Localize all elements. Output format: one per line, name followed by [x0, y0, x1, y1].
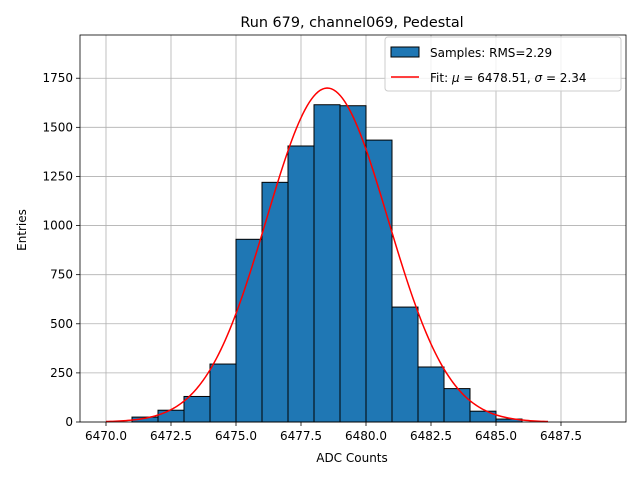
histogram-bar [443, 388, 471, 423]
histogram-bar [313, 104, 341, 423]
chart-title: Run 679, channel069, Pedestal [240, 15, 463, 31]
histogram-bar [287, 145, 315, 423]
y-tick-label: 0 [65, 415, 73, 429]
fit-curve-layer [105, 87, 549, 423]
y-tick-label: 250 [50, 366, 73, 380]
x-tick-label: 6487.5 [540, 429, 582, 443]
legend: Samples: RMS=2.29 Fit: μ = 6478.51, σ = … [384, 36, 622, 92]
x-tick-label: 6482.5 [410, 429, 452, 443]
legend-histogram-swatch [390, 46, 420, 58]
histogram-bar [183, 395, 211, 423]
x-axis-label: ADC Counts [316, 451, 388, 465]
y-tick-label: 1750 [42, 71, 73, 85]
y-tick-label: 1250 [42, 169, 73, 183]
legend-fit-sigma-symbol: σ [535, 71, 543, 85]
histogram-bar [261, 181, 289, 423]
y-tick-label: 1500 [42, 120, 73, 134]
legend-fit-mu-symbol: μ [451, 71, 460, 85]
x-tick-label: 6475.0 [215, 429, 257, 443]
histogram-bar [391, 306, 419, 423]
histogram-bar [339, 105, 367, 423]
x-tick-label: 6480.0 [345, 429, 387, 443]
x-tick-label: 6485.0 [475, 429, 517, 443]
axes-frame [79, 34, 627, 423]
x-axis-ticks: 6470.0 6472.5 6475.0 6477.5 6480.0 6482.5 6485… [85, 422, 582, 443]
legend-fit-sigma-value: = 2.34 [542, 71, 586, 85]
histogram-bar [365, 139, 393, 423]
legend-fit-mu-value: = 6478.51, [460, 71, 535, 85]
histogram-bar [209, 363, 237, 423]
x-tick-label: 6477.5 [280, 429, 322, 443]
y-tick-label: 750 [50, 268, 73, 282]
legend-fit-prefix: Fit: [430, 71, 452, 85]
x-tick-label: 6470.0 [85, 429, 127, 443]
fit-curve [105, 87, 549, 423]
y-axis-ticks: 0 250 500 750 1000 1250 1500 1750 [42, 71, 80, 429]
histogram-bars [131, 104, 523, 423]
legend-histogram-label: Samples: RMS=2.29 [430, 46, 552, 60]
y-tick-label: 1000 [42, 219, 73, 233]
histogram-bar [157, 409, 185, 423]
histogram-bar [235, 238, 263, 423]
x-tick-label: 6472.5 [150, 429, 192, 443]
legend-box [384, 36, 622, 92]
y-tick-label: 500 [50, 317, 73, 331]
histogram-bar [417, 366, 445, 423]
y-axis-label: Entries [15, 209, 29, 251]
legend-fit-label: Fit: μ = 6478.51, σ = 2.34 [430, 71, 587, 85]
